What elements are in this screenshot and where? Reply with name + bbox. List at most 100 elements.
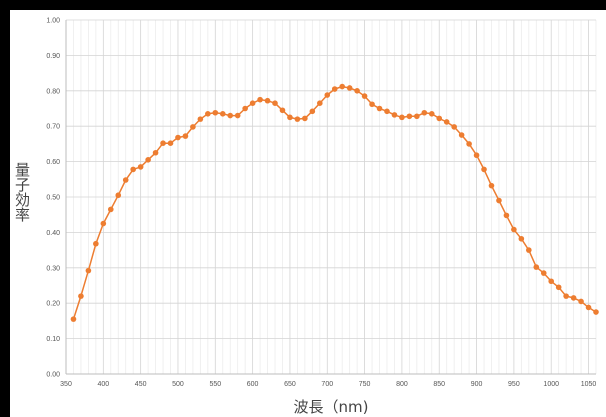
quantum-efficiency-chart: 350 400 450 500 550 600 650 700 750 800 850 900 950 1… (13, 18, 599, 416)
data-point (279, 107, 286, 114)
data-point (466, 141, 472, 147)
data-point (339, 83, 345, 90)
x-tick-label: 900 (471, 381, 483, 388)
x-tick-label: 350 (60, 381, 72, 388)
data-point (317, 100, 323, 106)
chart-frame: 350 400 450 500 550 600 650 700 750 800 850 900 950 1… (10, 10, 606, 417)
data-point (160, 140, 166, 146)
data-point (137, 164, 144, 170)
data-point (488, 182, 495, 189)
data-point (533, 264, 540, 270)
x-axis-label: 波長（nm) (294, 398, 369, 416)
y-tick-label: 0.30 (46, 265, 60, 272)
data-point (257, 96, 263, 103)
y-tick-label: 1.00 (46, 18, 60, 25)
x-tick-label: 500 (172, 381, 184, 388)
y-tick-label: 0.40 (46, 230, 60, 237)
data-point (391, 112, 398, 118)
data-point (414, 113, 420, 120)
data-point (302, 115, 308, 122)
y-tick-label: 0.60 (46, 159, 60, 166)
data-point (145, 157, 151, 163)
data-point (100, 220, 107, 227)
data-point (70, 316, 77, 322)
y-tick-label: 0.10 (46, 336, 60, 343)
data-point (369, 101, 375, 108)
data-point (563, 293, 569, 299)
x-tick-labels: 350 400 450 500 550 600 650 700 750 800 850 900 950 1… (60, 381, 596, 388)
data-point (503, 212, 510, 219)
data-point (122, 177, 129, 183)
data-point (376, 105, 383, 112)
data-point (190, 124, 196, 130)
data-point (264, 97, 271, 104)
y-tick-label: 0.70 (46, 124, 60, 131)
data-point (458, 132, 465, 138)
data-point (107, 206, 114, 213)
x-tick-label: 1050 (581, 381, 597, 388)
data-point (361, 93, 368, 99)
y-tick-labels: 0.00 0.10 0.20 0.30 0.40 0.50 0.60 0.70 0.80 0.90… (46, 18, 60, 379)
data-point (593, 309, 599, 315)
data-point (249, 100, 256, 106)
data-point (399, 114, 405, 121)
data-point (496, 197, 502, 204)
data-point (287, 114, 293, 121)
data-point (331, 86, 338, 92)
data-point (473, 152, 480, 159)
data-point (152, 149, 159, 156)
series-layer (70, 83, 599, 322)
data-point (115, 192, 122, 199)
x-tick-label: 550 (209, 381, 221, 388)
major-gridlines (65, 19, 596, 375)
y-tick-label: 0.90 (46, 53, 60, 60)
x-tick-label: 700 (321, 381, 333, 388)
x-tick-label: 600 (247, 381, 259, 388)
data-point (526, 247, 532, 253)
y-axis-label: 量子効率 (13, 162, 31, 222)
data-point (175, 134, 181, 141)
data-point (406, 113, 413, 120)
data-point (346, 85, 353, 91)
data-point (234, 112, 241, 119)
data-point (242, 105, 248, 112)
data-point (130, 166, 136, 173)
x-tick-label: 800 (396, 381, 408, 388)
x-tick-label: 400 (97, 381, 109, 388)
data-point (294, 116, 301, 122)
data-point (219, 111, 226, 117)
data-point (451, 124, 457, 130)
data-point (272, 100, 278, 106)
data-point (197, 116, 204, 122)
x-tick-label: 950 (508, 381, 520, 388)
data-point (354, 88, 360, 94)
x-tick-label: 1000 (543, 381, 559, 388)
data-point (570, 295, 577, 301)
data-point (540, 270, 547, 276)
data-point (443, 119, 450, 125)
data-point (428, 111, 435, 117)
data-point (511, 226, 517, 233)
data-point (578, 298, 584, 305)
y-tick-label: 0.50 (46, 195, 60, 202)
data-point (481, 166, 487, 173)
data-point (309, 108, 316, 115)
y-tick-label: 0.00 (46, 372, 60, 379)
data-point (518, 235, 525, 242)
data-point (167, 140, 174, 146)
x-tick-label: 850 (433, 381, 445, 388)
y-tick-label: 0.20 (46, 301, 60, 308)
data-point (182, 133, 189, 139)
data-point (384, 108, 390, 115)
data-point (324, 92, 331, 98)
data-point (212, 109, 219, 116)
data-point (555, 284, 562, 291)
data-point (205, 111, 211, 117)
x-tick-label: 650 (284, 381, 296, 388)
data-point (421, 109, 428, 116)
y-tick-label: 0.80 (46, 88, 60, 95)
x-tick-label: 450 (135, 381, 147, 388)
data-point (436, 115, 443, 122)
x-tick-label: 750 (359, 381, 371, 388)
data-point (227, 112, 234, 119)
